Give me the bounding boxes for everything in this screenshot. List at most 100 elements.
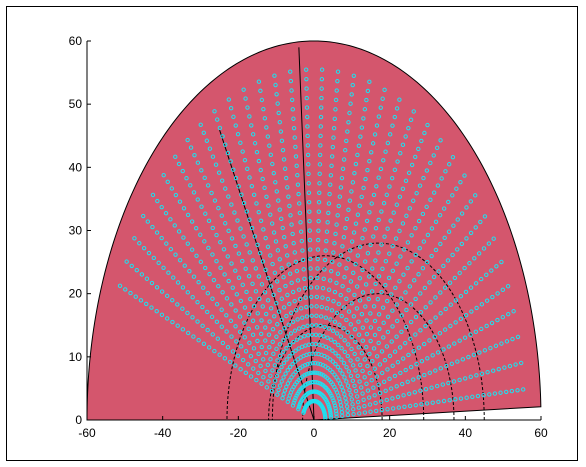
ray-point [291, 116, 296, 121]
ray-point [262, 290, 268, 295]
ray-point [442, 327, 448, 332]
ray-point [268, 152, 274, 158]
ray-point [278, 129, 284, 134]
ray-point [409, 259, 414, 264]
ray-point [301, 267, 306, 272]
ray-point [271, 383, 276, 388]
ray-point [464, 236, 469, 241]
ray-point [436, 399, 441, 405]
ray-point [332, 289, 338, 295]
ray-point [253, 358, 258, 364]
ray-point [369, 289, 375, 294]
ray-point [346, 207, 351, 212]
ray-point [309, 313, 314, 319]
ray-point [230, 349, 236, 354]
ray-point [476, 251, 482, 256]
ray-point [406, 170, 412, 176]
ray-point [226, 228, 231, 234]
ray-point [400, 381, 405, 387]
ray-point [295, 278, 301, 283]
ray-point [177, 199, 183, 204]
ray-point [306, 181, 311, 186]
ray-point [404, 324, 409, 330]
ray-point [367, 79, 372, 85]
ray-point [284, 345, 289, 351]
ray-point [332, 241, 337, 246]
ray-point [189, 219, 195, 224]
ray-point [413, 154, 418, 160]
ray-point [373, 281, 378, 287]
ray-point [254, 325, 260, 330]
ray-point [335, 271, 341, 276]
ray-point [185, 212, 191, 218]
ray-point [307, 361, 313, 366]
ray-point [266, 332, 272, 337]
ray-point [339, 313, 344, 319]
ray-point [277, 342, 283, 347]
ray-point [274, 300, 279, 306]
ray-point [244, 289, 249, 295]
ray-point [185, 330, 191, 336]
ray-12 [318, 138, 443, 408]
ray-point [124, 259, 129, 264]
ray-point [404, 213, 409, 219]
ray-point [328, 317, 333, 322]
ray-point [381, 201, 387, 206]
ray-point [369, 201, 374, 206]
ray-point [228, 159, 233, 164]
ray-point [271, 230, 277, 235]
ray-point [185, 137, 190, 143]
ray-point [438, 366, 443, 371]
ray-point [484, 298, 490, 303]
ray-point [203, 265, 208, 271]
ray-point [439, 176, 444, 181]
ray-point [298, 335, 303, 340]
ray-point [340, 388, 346, 393]
ray-point [352, 292, 357, 298]
ray-point [394, 202, 400, 207]
ray-point [459, 211, 465, 216]
ray-point [378, 399, 384, 404]
ray-point [264, 385, 270, 390]
ray-point [290, 319, 296, 324]
ray-point [310, 360, 315, 366]
ray-point [285, 381, 291, 386]
ray-point [375, 297, 381, 302]
ray-point [241, 200, 247, 206]
ray-point [428, 319, 433, 324]
ray-point [185, 241, 191, 246]
ray-point [413, 314, 419, 320]
ray-point [243, 349, 249, 354]
ray-point [372, 332, 378, 338]
ray-point [199, 204, 204, 209]
ray-point [169, 186, 175, 191]
ray-point [238, 140, 243, 146]
ray-point [405, 240, 411, 245]
ray-33 [141, 213, 307, 412]
ray-point [331, 135, 336, 140]
ray-point [371, 192, 377, 198]
ray-point [430, 353, 435, 358]
ray-point [236, 184, 241, 189]
ray-point [314, 294, 320, 300]
ray-3 [322, 334, 521, 418]
ray-point [309, 304, 314, 309]
ray-point [284, 334, 290, 339]
ray-point [276, 387, 281, 393]
ray-point [283, 244, 288, 249]
ray-point [324, 306, 330, 311]
ray-point [504, 339, 510, 344]
ray-point [123, 287, 128, 292]
ray-point [233, 363, 238, 368]
ray-point [362, 375, 367, 380]
ray-point [360, 338, 366, 343]
ray-point [398, 370, 403, 376]
ray-point [392, 373, 398, 379]
ray-point [185, 310, 190, 316]
ray-point [281, 305, 287, 310]
ray-point [274, 334, 279, 339]
ray-point [499, 259, 504, 265]
ray-point [468, 230, 474, 236]
ray-point [283, 371, 288, 376]
ray-point [328, 182, 333, 187]
